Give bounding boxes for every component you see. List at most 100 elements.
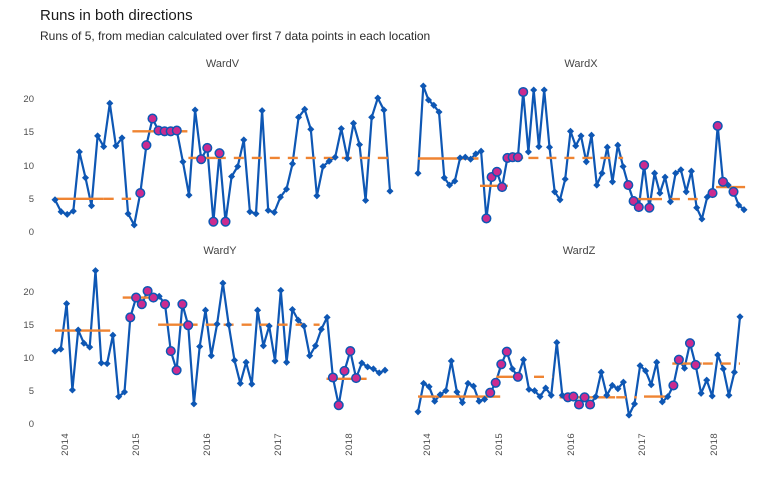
data-point — [725, 391, 733, 399]
data-point — [653, 358, 661, 366]
data-point — [369, 365, 377, 373]
data-point — [234, 162, 242, 171]
data-point — [572, 142, 580, 150]
data-point — [270, 208, 278, 216]
data-point — [325, 157, 333, 165]
data-point — [647, 381, 655, 389]
data-point — [603, 391, 611, 399]
data-point — [112, 142, 120, 150]
data-point — [283, 358, 291, 366]
data-point — [219, 279, 227, 287]
run-point — [208, 216, 219, 227]
data-point — [442, 387, 450, 395]
data-point — [587, 131, 596, 139]
data-point — [258, 107, 266, 115]
data-point — [323, 313, 331, 321]
y-tick-label: 5 — [28, 386, 34, 397]
facet-label-wardz: WardZ — [562, 245, 596, 257]
data-point — [294, 316, 302, 324]
data-point — [430, 101, 438, 109]
data-point — [698, 215, 706, 223]
run-point — [644, 202, 655, 213]
data-point — [472, 150, 480, 158]
data-point — [651, 169, 659, 177]
data-point — [424, 96, 433, 104]
run-point — [568, 391, 579, 402]
data-point — [469, 382, 478, 390]
data-point — [300, 322, 308, 330]
data-point — [551, 188, 559, 196]
data-point — [81, 174, 90, 182]
y-tick-label: 0 — [28, 227, 34, 238]
data-point — [614, 385, 622, 393]
run-point — [214, 148, 225, 159]
run-point — [573, 399, 585, 410]
data-point — [561, 175, 569, 183]
run-point — [327, 372, 338, 383]
data-point — [456, 154, 464, 162]
data-point — [619, 162, 627, 171]
data-point — [196, 342, 204, 351]
run-point — [135, 188, 146, 199]
data-point — [614, 141, 622, 149]
data-point — [191, 106, 199, 114]
run-point — [728, 186, 739, 197]
run-point — [171, 125, 182, 136]
run-point — [159, 299, 171, 310]
data-point — [636, 362, 644, 370]
data-point — [264, 206, 272, 214]
data-point — [213, 320, 221, 328]
data-point — [603, 143, 611, 151]
data-point — [337, 125, 345, 133]
y-tick-label: 0 — [28, 419, 34, 430]
data-point — [625, 411, 633, 419]
data-point — [317, 325, 325, 333]
run-point — [171, 365, 182, 376]
data-point — [508, 365, 516, 373]
data-point — [440, 174, 448, 182]
data-point — [374, 94, 382, 102]
data-point — [288, 305, 296, 314]
data-point — [271, 357, 279, 365]
run-point — [481, 213, 492, 224]
data-point — [714, 351, 722, 359]
data-point — [319, 162, 327, 171]
data-point — [577, 132, 585, 140]
data-point — [553, 338, 561, 347]
run-point — [690, 359, 701, 370]
data-point — [306, 352, 314, 360]
data-point — [276, 193, 284, 201]
data-point — [97, 359, 105, 367]
data-point — [542, 384, 550, 392]
data-point — [703, 376, 711, 384]
data-point — [277, 286, 285, 294]
data-point — [531, 387, 539, 395]
data-point — [524, 148, 532, 156]
data-point — [386, 187, 394, 195]
data-point — [536, 393, 544, 401]
run-point — [579, 392, 590, 403]
data-point — [307, 125, 315, 133]
data-point — [719, 365, 727, 373]
data-point — [420, 379, 428, 387]
run-point — [717, 176, 729, 187]
data-point — [425, 383, 433, 391]
data-point — [68, 386, 76, 394]
run-point — [177, 299, 188, 310]
data-point — [362, 196, 370, 204]
run-point — [684, 338, 696, 349]
y-tick-label: 10 — [23, 161, 34, 172]
data-point — [475, 397, 483, 405]
y-tick-label: 15 — [23, 320, 34, 331]
data-point — [106, 99, 114, 107]
data-point — [381, 366, 389, 374]
run-point — [712, 120, 723, 131]
run-point — [512, 371, 523, 382]
run-point — [501, 346, 512, 357]
data-point — [672, 169, 680, 177]
run-point — [142, 285, 153, 297]
data-point — [687, 167, 695, 175]
run-point — [147, 113, 158, 124]
y-tick-label: 20 — [23, 287, 34, 298]
data-point — [201, 306, 210, 314]
